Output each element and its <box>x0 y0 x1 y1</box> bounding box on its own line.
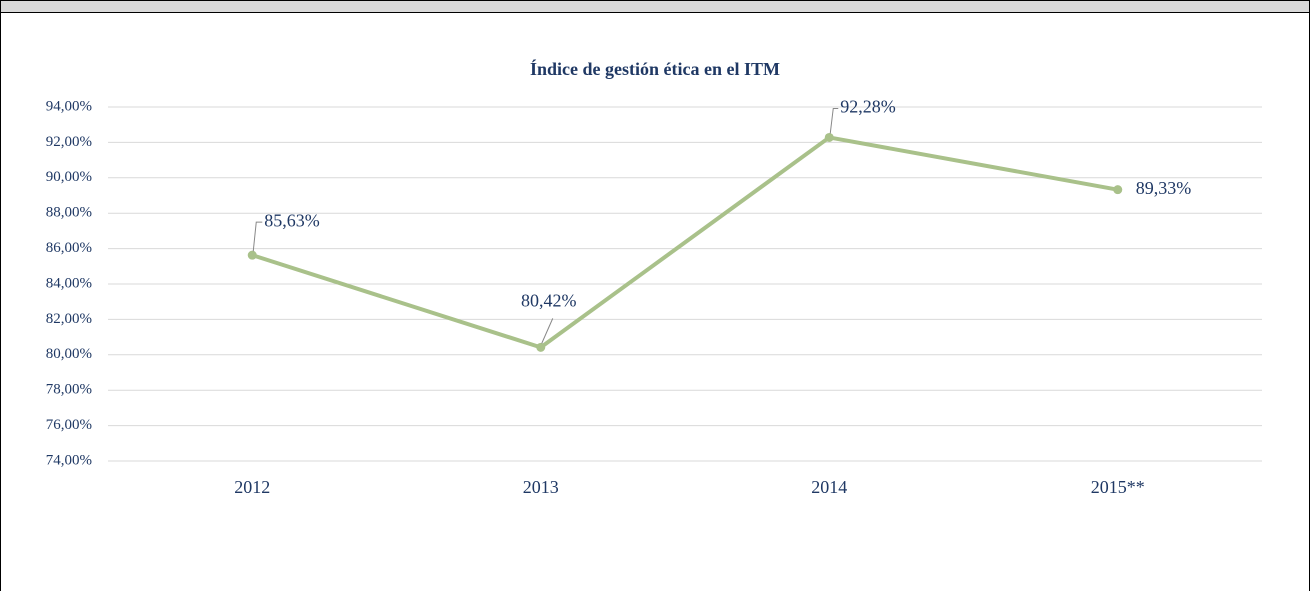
y-tick-label: 88,00% <box>46 205 92 221</box>
y-tick-label: 76,00% <box>46 417 92 433</box>
point <box>824 132 834 142</box>
y-tick-label: 92,00% <box>46 134 92 150</box>
data-label: 89,33% <box>1136 178 1192 198</box>
leader-line <box>829 107 839 134</box>
y-tick-label: 86,00% <box>46 240 92 256</box>
y-tick-label: 84,00% <box>46 275 92 291</box>
y-tick-label: 82,00% <box>46 311 92 327</box>
data-label: 80,42% <box>521 290 577 310</box>
line <box>251 135 1119 350</box>
x-tick-label: 2015** <box>1091 477 1145 497</box>
y-tick-label: 78,00% <box>46 382 92 398</box>
chart-title: Índice de gestión ética en el ITM <box>530 58 780 79</box>
leader-line <box>252 221 263 252</box>
data-label: 92,28% <box>840 97 896 117</box>
x-tick-label: 2014 <box>811 477 847 497</box>
y-tick-label: 94,00% <box>46 98 92 114</box>
y-tick-label: 90,00% <box>46 169 92 185</box>
y-tick-label: 74,00% <box>46 452 92 468</box>
data-label: 85,63% <box>264 210 320 230</box>
y-tick-label: 80,00% <box>46 346 92 362</box>
point <box>1113 185 1123 195</box>
x-tick-label: 2012 <box>234 477 270 497</box>
x-tick-label: 2013 <box>523 477 559 497</box>
top-strip <box>0 0 1310 13</box>
leader-line <box>541 318 554 344</box>
point <box>536 342 546 352</box>
point <box>247 250 257 260</box>
